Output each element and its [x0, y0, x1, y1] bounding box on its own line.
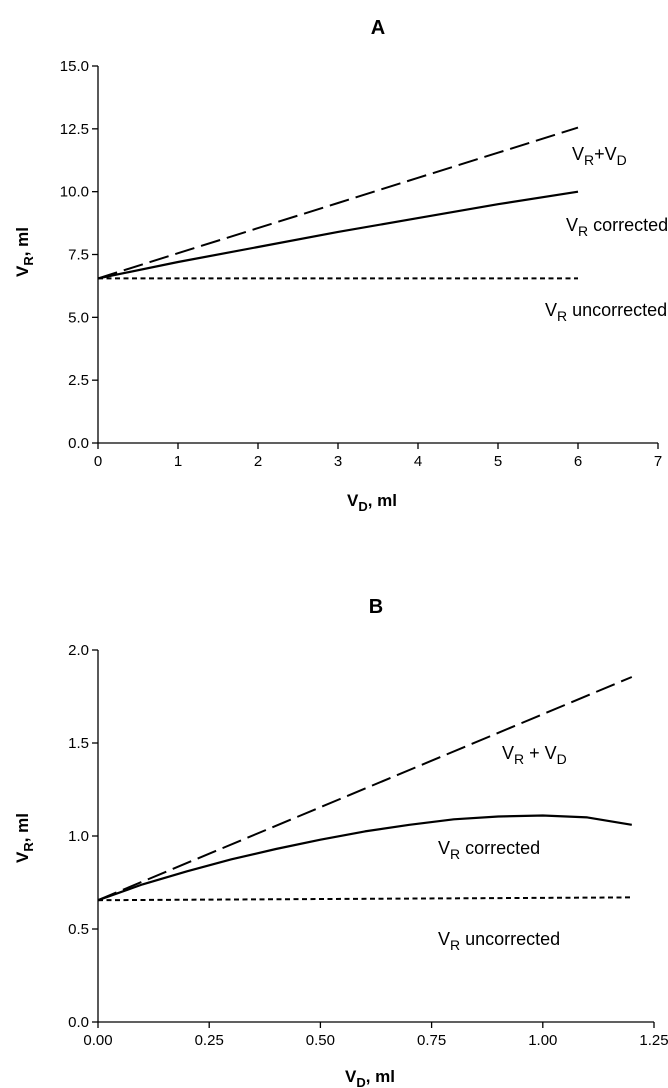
y-tick-label: 0.5	[68, 921, 89, 938]
y-axis-label: VR, ml	[13, 227, 36, 277]
y-axis-label: VR, ml	[13, 813, 36, 863]
x-tick-label: 4	[414, 453, 422, 470]
y-tick-label: 1.0	[68, 828, 89, 845]
x-tick-label: 0	[94, 453, 102, 470]
series-label-vr-uncorrected: VR uncorrected	[438, 929, 560, 953]
chart-panel-a: A 0.0 2.5 5.0 7.5 10.0 12.5 15.0 0 1 2 3 4 5 6 7 VD, ml V…	[13, 17, 668, 514]
x-tick-label: 0.75	[417, 1032, 446, 1049]
series-line-vr-corrected	[97, 190, 579, 280]
x-tick-label: 1	[174, 453, 182, 470]
y-tick-label: 0.0	[68, 1014, 89, 1031]
series-label-vr-corrected: VR corrected	[566, 215, 668, 239]
series-label-vr-corrected: VR corrected	[438, 838, 540, 862]
x-tick-label: 0.50	[306, 1032, 335, 1049]
y-tick-label: 1.5	[68, 735, 89, 752]
x-tick-label: 1.00	[528, 1032, 557, 1049]
y-tick-label: 10.0	[60, 184, 89, 201]
y-tick-label: 15.0	[60, 58, 89, 75]
x-tick-label: 5	[494, 453, 502, 470]
x-axis-label: VD, ml	[347, 491, 397, 514]
x-tick-label: 7	[654, 453, 662, 470]
series-label-vr-vd: VR+VD	[572, 144, 627, 168]
y-tick-label: 12.5	[60, 121, 89, 138]
x-axis-label: VD, ml	[345, 1067, 395, 1088]
y-tick-label: 5.0	[68, 309, 89, 326]
x-tick-label: 0.25	[195, 1032, 224, 1049]
y-tick-label: 0.0	[68, 435, 89, 452]
x-tick-label: 0.00	[83, 1032, 112, 1049]
chart-panel-b: B 0.0 0.5 1.0 1.5 2.0 0.00 0.25 0.50 0.75 1.00 1.25…	[13, 596, 668, 1088]
panel-title: B	[369, 596, 383, 618]
x-tick-label: 3	[334, 453, 342, 470]
series-line-vr-uncorrected	[97, 896, 632, 902]
series-line-vr-vd	[97, 126, 579, 280]
y-tick-label: 2.0	[68, 642, 89, 659]
y-tick-label: 2.5	[68, 372, 89, 389]
series-line-vr-vd	[97, 676, 633, 902]
x-tick-label: 6	[574, 453, 582, 470]
series-label-vr-vd: VR + VD	[502, 743, 567, 767]
series-label-vr-uncorrected: VR uncorrected	[545, 300, 667, 324]
y-tick-label: 7.5	[68, 247, 89, 264]
x-tick-label: 1.25	[639, 1032, 668, 1049]
panel-title: A	[371, 17, 385, 39]
x-tick-label: 2	[254, 453, 262, 470]
series-line-vr-corrected	[97, 814, 632, 902]
